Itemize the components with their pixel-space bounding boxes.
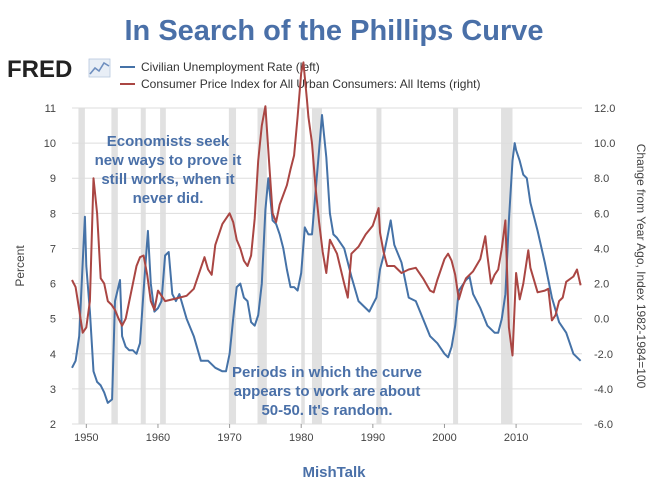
annotation-2-line: 50-50. It's random. — [261, 402, 392, 419]
recession-band — [301, 108, 305, 424]
y-right-tick-label: -2.0 — [594, 349, 613, 361]
annotations: Economists seek new ways to prove it still… — [95, 133, 422, 419]
annotation-1-line: still works, when it — [101, 171, 234, 188]
series-line-2 — [71, 61, 582, 357]
y-right-tick-label: 2.0 — [594, 279, 609, 291]
annotation-2-line: Periods in which the curve — [232, 364, 422, 381]
legend-label-2: Consumer Price Index for All Urban Consu… — [141, 77, 480, 91]
x-tick-label: 1950 — [74, 432, 98, 444]
y-right-tick-label: 4.0 — [594, 243, 609, 255]
y-left-tick-label: 2 — [50, 419, 56, 431]
x-tick-label: 1980 — [289, 432, 313, 444]
y-right-tick-label: 0.0 — [594, 314, 609, 326]
annotation-2: Periods in which the curve appears to wor… — [232, 364, 422, 419]
y-left-tick-label: 5 — [50, 314, 56, 326]
recession-band — [160, 108, 166, 424]
annotation-1-line: new ways to prove it — [95, 152, 242, 169]
annotation-1-line: never did. — [133, 190, 204, 207]
fred-logo: FRED — [7, 56, 111, 83]
recession-band — [376, 108, 382, 424]
x-tick-label: 1970 — [217, 432, 241, 444]
y-right-tick-label: 6.0 — [594, 208, 609, 220]
y-right-tick-label: 10.0 — [594, 138, 615, 150]
y-right-tick-label: 8.0 — [594, 173, 609, 185]
y-right-tick-label: -6.0 — [594, 419, 613, 431]
annotation-1: Economists seek new ways to prove it still… — [95, 133, 242, 207]
y-left-tick-label: 11 — [45, 103, 56, 115]
y-left-tick-label: 9 — [50, 173, 56, 185]
y-left-tick-label: 3 — [50, 384, 56, 396]
recession-band — [140, 108, 146, 424]
annotation-1-line: Economists seek — [107, 133, 230, 150]
y-left-tick-label: 8 — [50, 208, 56, 220]
y-right-tick-label: -4.0 — [594, 384, 613, 396]
source-label: MishTalk — [302, 464, 366, 481]
y-left-tick-label: 4 — [50, 349, 56, 361]
series-line-1 — [71, 114, 582, 404]
x-tick-label: 1960 — [146, 432, 170, 444]
x-tick-label: 1990 — [361, 432, 385, 444]
x-tick-label: 2000 — [432, 432, 456, 444]
y-left-axis-label: Percent — [13, 245, 27, 287]
y-right-tick-label: 12.0 — [594, 103, 615, 115]
fred-logo-text: FRED — [7, 56, 72, 83]
legend-label-1: Civilian Unemployment Rate (left) — [141, 60, 320, 74]
y-left-tick-label: 7 — [50, 243, 56, 255]
recession-band — [111, 108, 118, 424]
x-tick-label: 2010 — [504, 432, 528, 444]
series-lines — [71, 61, 582, 404]
recession-band — [453, 108, 459, 424]
y-right-axis-label: Change from Year Ago, Index 1982-1984=10… — [634, 144, 648, 389]
x-axis-ticks: 1950 1960 1970 1980 1990 2000 2010 — [74, 424, 528, 444]
y-left-tick-label: 10 — [44, 138, 56, 150]
chart-title: In Search of the Phillips Curve — [125, 15, 544, 47]
fred-chart-icon — [88, 58, 111, 78]
recession-band — [311, 108, 322, 424]
recession-band — [228, 108, 237, 424]
legend: Civilian Unemployment Rate (left) Consume… — [120, 60, 480, 91]
y-left-tick-label: 6 — [50, 279, 56, 291]
plot-area — [71, 61, 582, 425]
y-left-axis-ticks: 2 3 4 5 6 7 8 9 10 11 — [44, 103, 56, 431]
y-right-axis-ticks: -6.0 -4.0 -2.0 0.0 2.0 4.0 6.0 8.0 10.0 12.0 — [594, 103, 615, 431]
annotation-2-line: appears to work are about — [234, 383, 421, 400]
